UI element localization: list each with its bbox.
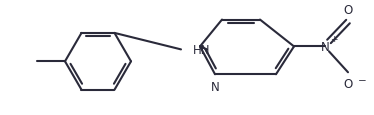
Text: N: N bbox=[211, 80, 220, 93]
Text: −: − bbox=[358, 76, 367, 85]
Text: N: N bbox=[321, 41, 329, 53]
Text: HN: HN bbox=[193, 43, 211, 56]
Text: +: + bbox=[330, 35, 338, 44]
Text: O: O bbox=[343, 78, 353, 90]
Text: O: O bbox=[343, 4, 353, 16]
